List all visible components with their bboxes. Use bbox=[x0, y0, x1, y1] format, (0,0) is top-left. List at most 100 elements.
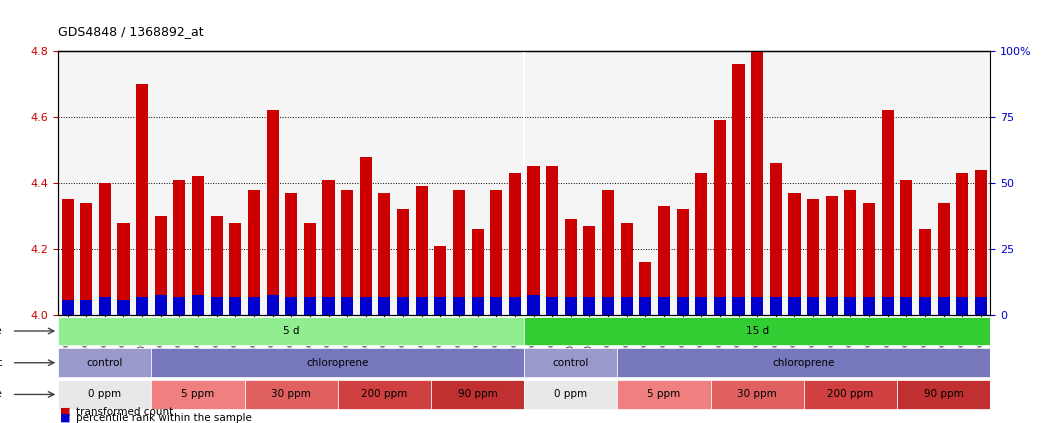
Bar bbox=[155, 295, 167, 315]
FancyBboxPatch shape bbox=[58, 317, 524, 345]
Bar bbox=[677, 209, 688, 315]
Bar bbox=[584, 226, 595, 315]
Bar bbox=[397, 209, 409, 315]
Bar bbox=[285, 193, 298, 315]
Bar bbox=[640, 297, 651, 315]
Text: dose: dose bbox=[0, 390, 2, 399]
Bar bbox=[118, 222, 129, 315]
Bar bbox=[733, 297, 744, 315]
Bar bbox=[211, 297, 222, 315]
Bar bbox=[304, 222, 316, 315]
Bar bbox=[695, 297, 707, 315]
FancyBboxPatch shape bbox=[524, 380, 617, 409]
Text: percentile rank within the sample: percentile rank within the sample bbox=[76, 413, 252, 423]
Bar bbox=[770, 163, 782, 315]
Text: 30 ppm: 30 ppm bbox=[271, 390, 311, 399]
Text: time: time bbox=[0, 326, 2, 336]
Text: 15 d: 15 d bbox=[746, 326, 769, 336]
Bar bbox=[844, 190, 857, 315]
Bar bbox=[677, 297, 688, 315]
Bar bbox=[490, 297, 502, 315]
FancyBboxPatch shape bbox=[524, 349, 617, 377]
Bar bbox=[695, 173, 707, 315]
Text: 200 ppm: 200 ppm bbox=[827, 390, 874, 399]
Bar bbox=[974, 297, 987, 315]
Text: 90 ppm: 90 ppm bbox=[923, 390, 964, 399]
Bar bbox=[397, 297, 409, 315]
Bar bbox=[564, 219, 577, 315]
Bar bbox=[434, 246, 447, 315]
Bar bbox=[900, 180, 913, 315]
Bar bbox=[602, 297, 614, 315]
Bar bbox=[341, 190, 354, 315]
Bar bbox=[826, 196, 838, 315]
Bar bbox=[248, 297, 261, 315]
Bar bbox=[174, 297, 185, 315]
FancyBboxPatch shape bbox=[617, 380, 711, 409]
Bar bbox=[508, 297, 521, 315]
Bar bbox=[751, 297, 764, 315]
Bar bbox=[863, 203, 875, 315]
Bar bbox=[80, 300, 92, 315]
Bar bbox=[508, 173, 521, 315]
Bar bbox=[267, 295, 279, 315]
Bar bbox=[807, 200, 820, 315]
Bar bbox=[415, 186, 428, 315]
Bar bbox=[471, 297, 484, 315]
Bar bbox=[733, 64, 744, 315]
Bar bbox=[378, 193, 391, 315]
Bar bbox=[192, 295, 204, 315]
Text: control: control bbox=[553, 358, 589, 368]
Bar bbox=[267, 110, 279, 315]
Bar bbox=[564, 297, 577, 315]
Bar bbox=[658, 297, 670, 315]
Bar bbox=[360, 157, 372, 315]
Bar bbox=[490, 190, 502, 315]
Bar bbox=[658, 206, 670, 315]
FancyBboxPatch shape bbox=[338, 380, 431, 409]
Bar bbox=[211, 216, 222, 315]
Bar bbox=[956, 173, 968, 315]
Bar bbox=[621, 297, 633, 315]
Bar bbox=[341, 297, 354, 315]
FancyBboxPatch shape bbox=[524, 317, 990, 345]
Bar bbox=[322, 180, 335, 315]
Bar bbox=[378, 297, 391, 315]
Bar bbox=[471, 229, 484, 315]
FancyBboxPatch shape bbox=[58, 349, 151, 377]
Bar bbox=[98, 183, 111, 315]
Bar bbox=[192, 176, 204, 315]
Bar bbox=[61, 200, 74, 315]
Text: ■: ■ bbox=[60, 407, 71, 417]
Bar bbox=[546, 297, 558, 315]
Text: 0 ppm: 0 ppm bbox=[88, 390, 122, 399]
Bar bbox=[584, 297, 595, 315]
Text: 5 ppm: 5 ppm bbox=[647, 390, 681, 399]
Bar bbox=[751, 47, 764, 315]
Bar bbox=[453, 190, 465, 315]
Bar bbox=[248, 190, 261, 315]
Text: chloroprene: chloroprene bbox=[773, 358, 834, 368]
Bar bbox=[285, 297, 298, 315]
FancyBboxPatch shape bbox=[151, 349, 524, 377]
Text: agent: agent bbox=[0, 358, 2, 368]
Bar bbox=[602, 190, 614, 315]
Bar bbox=[621, 222, 633, 315]
Text: control: control bbox=[87, 358, 123, 368]
Bar bbox=[974, 170, 987, 315]
Bar bbox=[714, 297, 726, 315]
FancyBboxPatch shape bbox=[804, 380, 897, 409]
FancyBboxPatch shape bbox=[711, 380, 804, 409]
Bar bbox=[788, 297, 801, 315]
Bar bbox=[527, 295, 540, 315]
Bar bbox=[360, 297, 372, 315]
Bar bbox=[881, 297, 894, 315]
Bar bbox=[826, 297, 838, 315]
Bar bbox=[136, 297, 148, 315]
Text: 90 ppm: 90 ppm bbox=[457, 390, 498, 399]
Bar bbox=[714, 120, 726, 315]
Bar bbox=[453, 297, 465, 315]
Text: transformed count: transformed count bbox=[76, 407, 174, 417]
Bar bbox=[900, 297, 913, 315]
Text: 0 ppm: 0 ppm bbox=[554, 390, 588, 399]
